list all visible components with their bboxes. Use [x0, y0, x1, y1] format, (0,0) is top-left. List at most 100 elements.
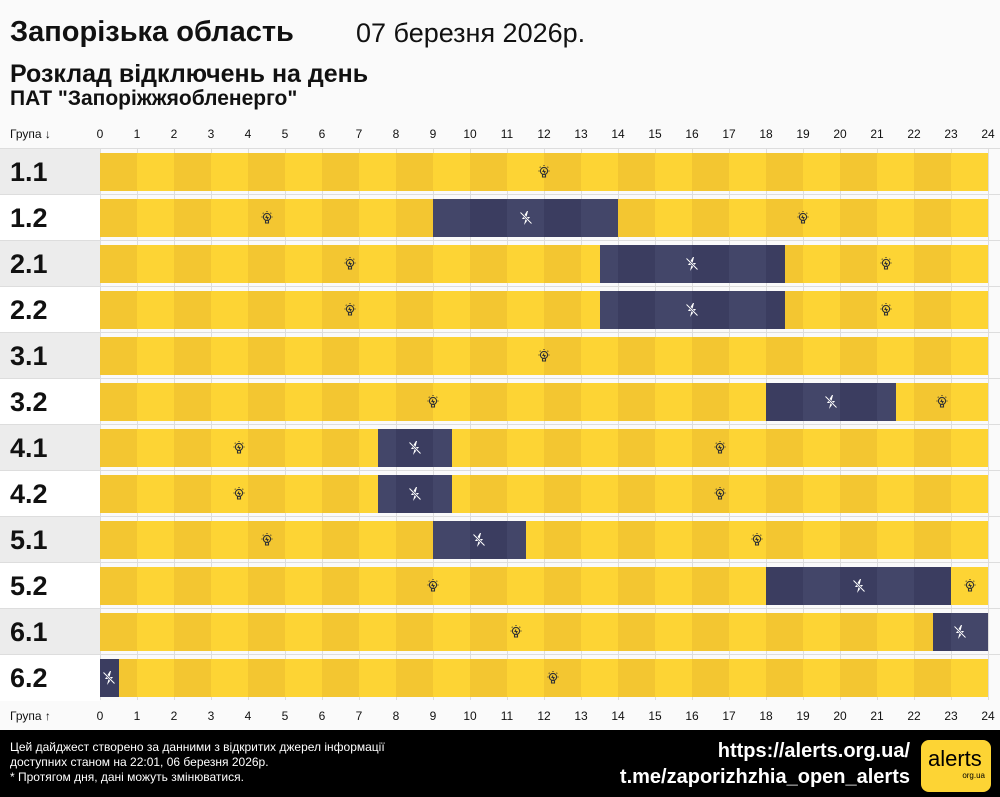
hour-tick: 21: [870, 709, 884, 723]
power-on-hour: [285, 429, 322, 467]
hour-axis-top: Група ↓ 0 1 2 3 4 5 6 7 8 9 10 11 12 13 14 15 16 17 18 19 20 2…: [0, 122, 1000, 146]
power-on-hour: [137, 475, 174, 513]
power-on-hour: [618, 337, 655, 375]
power-on-hour: [840, 521, 877, 559]
power-on-hour: [100, 383, 137, 421]
power-on-hour: [470, 659, 507, 697]
power-on-hour: [470, 245, 507, 283]
group-row: 2.1: [0, 240, 1000, 287]
power-on-hour: [507, 475, 544, 513]
power-on-hour: [137, 567, 174, 605]
power-on-hour: [507, 659, 544, 697]
power-on-hour: [729, 153, 766, 191]
schedule-bar: [100, 659, 988, 697]
power-on-hour: [174, 521, 211, 559]
power-on-hour: [433, 613, 470, 651]
hour-tick: 11: [500, 709, 514, 723]
power-on-hour: [322, 567, 359, 605]
power-on-hour: [470, 475, 507, 513]
power-on-hour: [211, 383, 248, 421]
power-on-hour: [803, 337, 840, 375]
lightbulb-icon: [425, 394, 441, 410]
power-on-hour: [322, 475, 359, 513]
power-on-hour: [544, 475, 581, 513]
power-on-hour: [914, 337, 951, 375]
power-on-hour: [840, 659, 877, 697]
lightbulb-icon: [425, 578, 441, 594]
power-on-hour: [100, 337, 137, 375]
group-row: 4.2: [0, 470, 1000, 517]
power-on-hour: [766, 199, 803, 237]
power-on-hour: [729, 567, 766, 605]
lightbulb-icon: [259, 532, 275, 548]
outage-segment: [433, 475, 452, 513]
hour-tick: 13: [574, 709, 588, 723]
power-on-hour: [100, 291, 137, 329]
power-on-hour: [470, 291, 507, 329]
power-on-hour: [840, 613, 877, 651]
power-on-hour: [211, 245, 248, 283]
power-on-hour: [433, 659, 470, 697]
hour-tick: 16: [685, 127, 699, 141]
group-label: 6.1: [10, 617, 48, 647]
power-on-hour: [803, 613, 840, 651]
hour-tick: 10: [463, 127, 477, 141]
group-label: 4.1: [10, 433, 48, 463]
power-on-hour: [840, 245, 877, 283]
hour-tick: 15: [648, 127, 662, 141]
website-link[interactable]: https://alerts.org.ua/: [717, 740, 910, 762]
lightbulb-icon: [231, 486, 247, 502]
power-on-hour: [174, 475, 211, 513]
power-on-hour: [507, 337, 544, 375]
power-on-hour: [137, 245, 174, 283]
power-on-hour: [100, 429, 137, 467]
power-on-hour: [285, 521, 322, 559]
power-off-icon: [952, 624, 968, 640]
power-on-hour: [211, 659, 248, 697]
power-on-hour: [359, 153, 396, 191]
power-on-hour: [803, 153, 840, 191]
outage-segment: [433, 199, 470, 237]
power-on-hour: [137, 199, 174, 237]
power-on-hour: [248, 153, 285, 191]
lightbulb-icon: [712, 440, 728, 456]
power-on-hour: [877, 521, 914, 559]
power-on-hour: [211, 291, 248, 329]
power-on-hour: [655, 337, 692, 375]
hour-tick: 9: [429, 127, 437, 141]
hour-tick: 8: [392, 127, 400, 141]
power-on-hour: [655, 521, 692, 559]
schedule-bar: [100, 567, 988, 605]
power-on-hour: [211, 337, 248, 375]
hour-tick: 16: [685, 709, 699, 723]
power-on-hour: [322, 153, 359, 191]
power-off-icon: [407, 486, 423, 502]
power-on-hour: [396, 613, 433, 651]
hour-tick: 20: [833, 709, 847, 723]
power-on-hour: [618, 659, 655, 697]
power-on-hour: [396, 337, 433, 375]
hour-tick: 2: [170, 127, 178, 141]
group-label: 1.2: [10, 203, 48, 233]
telegram-link[interactable]: t.me/zaporizhzhia_open_alerts: [619, 766, 910, 788]
power-on-hour: [433, 245, 470, 283]
power-on-hour: [766, 429, 803, 467]
power-on-hour: [174, 337, 211, 375]
outage-segment: [766, 383, 803, 421]
outage-segment: [655, 291, 692, 329]
outage-segment: [729, 245, 766, 283]
schedule-bar: [100, 153, 988, 191]
group-label: 3.1: [10, 341, 48, 371]
power-on-hour: [470, 153, 507, 191]
power-on-hour: [692, 199, 729, 237]
power-on-hour: [692, 659, 729, 697]
power-on-hour: [877, 613, 914, 651]
company-name: ПАТ "Запоріжжяобленерго": [10, 87, 298, 110]
group-row: 4.1: [0, 424, 1000, 471]
power-on-hour: [692, 567, 729, 605]
power-on-hour: [285, 199, 322, 237]
power-on-hour: [174, 567, 211, 605]
lightbulb-icon: [536, 164, 552, 180]
power-off-icon: [471, 532, 487, 548]
group-label: 1.1: [10, 157, 48, 187]
